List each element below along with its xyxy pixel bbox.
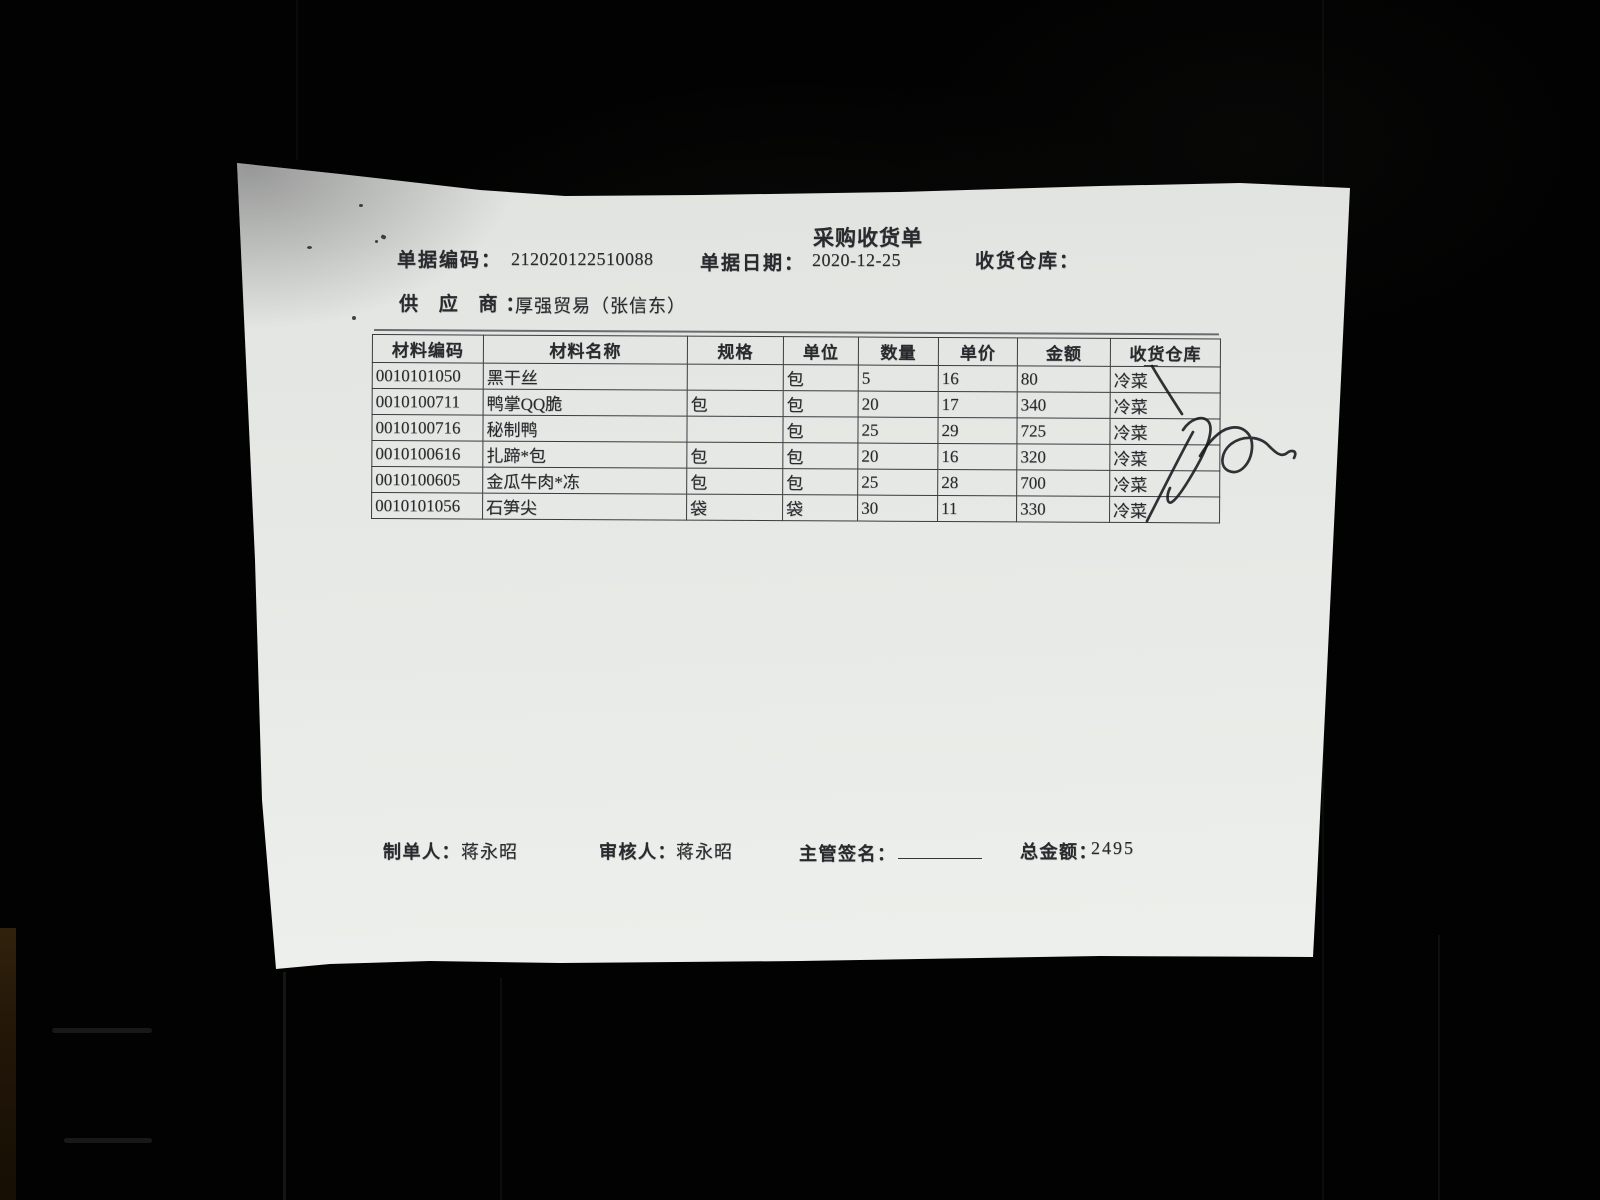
table-row: 0010100711 鸭掌QQ脆 包 包 20 17 340 冷菜 xyxy=(372,388,1221,419)
supervisor-sign-label: 主管签名： xyxy=(799,844,897,864)
supervisor-sign-line xyxy=(898,858,982,859)
cell-warehouse: 冷菜 xyxy=(1110,366,1221,393)
doc-no-label: 单据编码： xyxy=(397,250,503,271)
cell-price: 16 xyxy=(937,443,1017,470)
table-row: 0010101056 石笋尖 袋 袋 30 11 330 冷菜 xyxy=(371,492,1220,523)
cell-amount: 320 xyxy=(1016,443,1110,471)
cell-unit: 包 xyxy=(782,416,859,444)
preparer-label: 制单人： xyxy=(383,842,461,862)
total-value: 2495 xyxy=(1091,838,1135,858)
doc-date-value: 2020-12-25 xyxy=(812,250,901,270)
doc-no-value: 212020122510088 xyxy=(511,249,654,269)
cell-amount: 80 xyxy=(1017,365,1111,393)
cell-name: 扎蹄*包 xyxy=(482,441,687,469)
reviewer-label: 审核人： xyxy=(599,842,677,862)
cell-qty: 5 xyxy=(858,365,939,392)
table-row: 0010100605 金瓜牛肉*冻 包 包 25 28 700 冷菜 xyxy=(371,466,1220,497)
cell-spec xyxy=(687,364,784,391)
cell-spec: 包 xyxy=(686,468,783,495)
panel-seam xyxy=(283,972,286,1200)
col-spec: 规格 xyxy=(687,336,784,365)
table-row: 0010100716 秘制鸭 包 25 29 725 冷菜 xyxy=(371,414,1221,445)
cell-warehouse: 冷菜 xyxy=(1109,444,1220,471)
cell-price: 16 xyxy=(938,365,1018,392)
cell-price: 17 xyxy=(938,391,1018,418)
cell-spec: 袋 xyxy=(686,494,783,521)
cell-code: 0010100716 xyxy=(371,414,484,442)
paper-speck xyxy=(352,316,356,320)
col-warehouse: 收货仓库 xyxy=(1110,338,1221,367)
doc-date-label: 单据日期： xyxy=(700,253,806,274)
warehouse-label: 收货仓库： xyxy=(975,251,1081,272)
total-label: 总金额： xyxy=(1020,842,1098,862)
col-price: 单价 xyxy=(938,337,1018,366)
cell-warehouse: 冷菜 xyxy=(1110,392,1221,419)
col-amount: 金额 xyxy=(1017,337,1111,367)
page-title: 采购收货单 xyxy=(813,226,923,250)
cell-code: 0010101056 xyxy=(371,492,483,520)
cell-unit: 包 xyxy=(783,364,859,392)
cell-amount: 725 xyxy=(1016,417,1111,445)
cell-unit: 包 xyxy=(783,390,859,418)
table-row: 0010101050 黑干丝 包 5 16 80 冷菜 xyxy=(372,362,1221,393)
table-row: 0010100616 扎蹄*包 包 包 20 16 320 冷菜 xyxy=(371,440,1220,471)
cell-name: 黑干丝 xyxy=(483,363,688,391)
cell-spec: 包 xyxy=(686,442,783,469)
paper-speck xyxy=(375,240,378,243)
panel-mark xyxy=(52,1028,152,1033)
panel-mark xyxy=(64,1138,152,1143)
col-name: 材料名称 xyxy=(483,335,688,365)
cell-unit: 袋 xyxy=(782,494,858,522)
cell-qty: 20 xyxy=(858,391,939,418)
cell-unit: 包 xyxy=(782,442,858,470)
cell-code: 0010100605 xyxy=(371,466,483,494)
cell-amount: 330 xyxy=(1016,495,1110,523)
supplier-label: 供 应 商： xyxy=(399,294,533,315)
cell-warehouse: 冷菜 xyxy=(1109,418,1221,445)
cell-qty: 25 xyxy=(857,417,939,444)
cell-qty: 25 xyxy=(857,469,938,496)
panel-seam xyxy=(500,978,502,1200)
cell-price: 28 xyxy=(937,469,1017,496)
cell-qty: 30 xyxy=(857,495,938,522)
cell-warehouse: 冷菜 xyxy=(1109,496,1220,523)
cell-name: 金瓜牛肉*冻 xyxy=(482,467,687,495)
cell-name: 石笋尖 xyxy=(482,493,687,521)
panel-seam xyxy=(296,0,298,160)
cell-spec xyxy=(686,416,784,443)
paper-speck xyxy=(359,204,363,207)
paper-speck xyxy=(307,246,312,249)
cell-name: 秘制鸭 xyxy=(482,415,688,443)
col-unit: 单位 xyxy=(783,336,859,366)
cell-unit: 包 xyxy=(782,468,858,496)
cell-price: 11 xyxy=(937,495,1017,522)
supplier-value: 厚强贸易（张信东） xyxy=(515,296,686,316)
cell-name: 鸭掌QQ脆 xyxy=(483,389,688,417)
cell-code: 0010100616 xyxy=(371,440,483,468)
cell-price: 29 xyxy=(937,417,1018,444)
items-table: 材料编码 材料名称 规格 单位 数量 单价 金额 收货仓库 0010101050… xyxy=(371,329,1221,523)
cell-amount: 340 xyxy=(1017,391,1111,419)
table-header-row: 材料编码 材料名称 规格 单位 数量 单价 金额 收货仓库 xyxy=(372,334,1221,367)
wood-strip xyxy=(0,928,16,1200)
col-qty: 数量 xyxy=(858,337,939,366)
cell-spec: 包 xyxy=(687,390,784,417)
cell-code: 0010101050 xyxy=(372,362,484,390)
cell-warehouse: 冷菜 xyxy=(1109,470,1220,497)
preparer-value: 蒋永昭 xyxy=(461,842,518,862)
cell-code: 0010100711 xyxy=(372,388,484,416)
col-code: 材料编码 xyxy=(372,334,484,364)
panel-seam xyxy=(1438,935,1440,1200)
reviewer-value: 蒋永昭 xyxy=(676,842,733,862)
cell-amount: 700 xyxy=(1016,469,1110,497)
cell-qty: 20 xyxy=(857,443,938,470)
